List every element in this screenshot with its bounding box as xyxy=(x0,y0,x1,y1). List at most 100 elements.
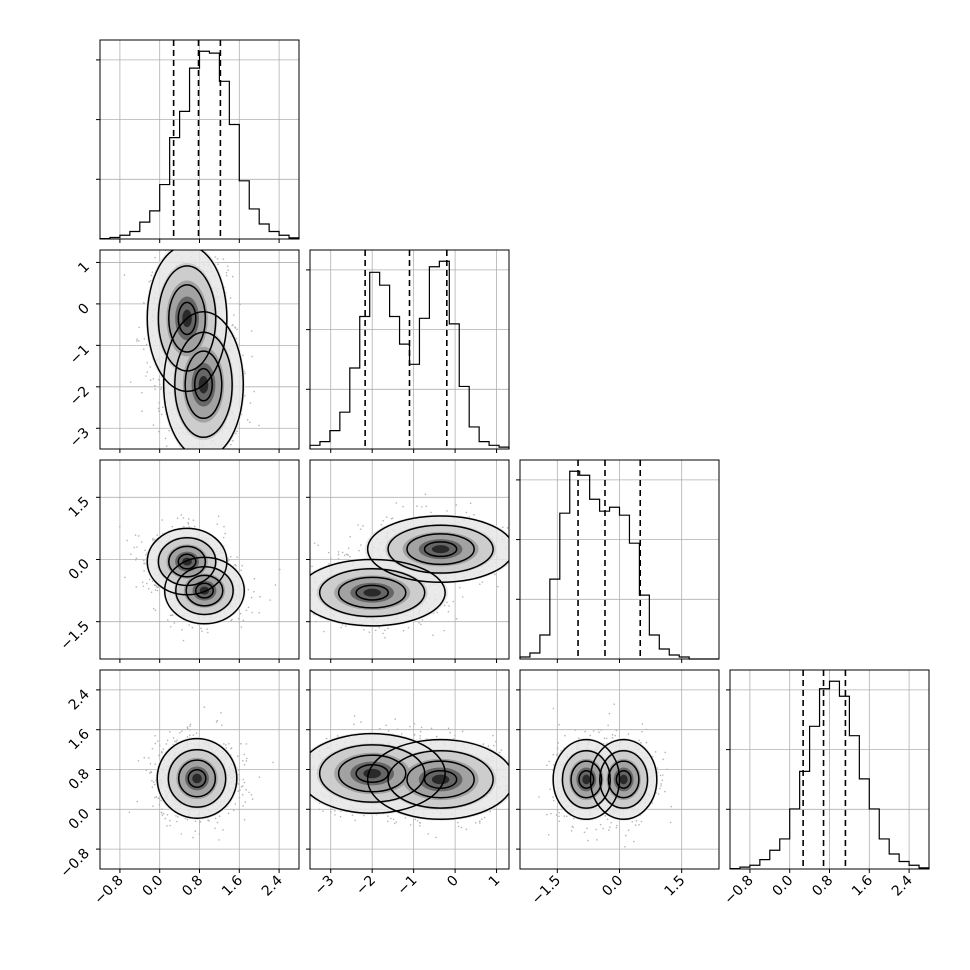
sample-point xyxy=(191,626,194,629)
sample-point xyxy=(294,569,296,571)
panel-frame-2-1 xyxy=(309,459,510,660)
sample-point xyxy=(487,745,490,747)
sample-point xyxy=(148,281,150,283)
sample-point xyxy=(142,559,145,562)
sample-point xyxy=(206,628,208,630)
sample-point xyxy=(149,762,152,765)
sample-point xyxy=(154,796,156,799)
sample-point xyxy=(416,505,418,507)
sample-point xyxy=(166,825,168,827)
sample-point xyxy=(145,769,148,772)
sample-point xyxy=(225,747,227,749)
sample-point xyxy=(184,461,186,463)
sample-point xyxy=(149,366,152,368)
sample-point xyxy=(216,523,219,526)
sample-point xyxy=(198,246,200,248)
sample-point xyxy=(214,827,216,830)
sample-point xyxy=(513,791,515,793)
sample-point xyxy=(182,517,185,519)
sample-point xyxy=(215,721,218,723)
sample-point xyxy=(236,451,238,453)
sample-point xyxy=(154,384,156,387)
sample-point xyxy=(334,810,336,812)
sample-point xyxy=(136,338,138,340)
sample-point xyxy=(200,627,202,630)
sample-point xyxy=(216,821,219,824)
sample-point xyxy=(158,754,161,756)
sample-point xyxy=(149,379,152,381)
sample-point xyxy=(300,579,302,581)
sample-point xyxy=(152,424,155,426)
sample-point xyxy=(154,735,156,737)
sample-point xyxy=(443,604,446,607)
sample-point xyxy=(180,833,183,835)
sample-point xyxy=(378,626,381,629)
sample-point xyxy=(198,833,201,835)
sample-point xyxy=(174,740,176,742)
sample-point xyxy=(154,388,156,390)
panel-2-0 xyxy=(118,514,281,642)
sample-point xyxy=(295,600,297,602)
sample-point xyxy=(308,560,310,562)
sample-point xyxy=(517,531,519,533)
sample-point xyxy=(217,453,219,455)
sample-point xyxy=(241,785,244,787)
sample-point xyxy=(395,502,398,504)
density-shade-4 xyxy=(192,773,202,784)
y-tick-label: −0.8 xyxy=(57,846,92,881)
sample-point xyxy=(419,737,421,740)
sample-point xyxy=(210,474,212,476)
sample-point xyxy=(275,607,277,609)
sample-point xyxy=(181,231,183,233)
sample-point xyxy=(390,517,393,520)
sample-point xyxy=(308,756,310,758)
panel-frame-2-0 xyxy=(99,459,300,660)
x-tick-label: 0.0 xyxy=(769,873,796,900)
sample-point xyxy=(513,512,515,514)
sample-point xyxy=(176,739,178,741)
sample-point xyxy=(446,601,448,604)
sample-point xyxy=(195,247,197,249)
sample-point xyxy=(244,801,247,803)
sample-point xyxy=(169,244,171,246)
sample-point xyxy=(518,763,520,765)
sample-point xyxy=(308,581,310,583)
panel-frame-1-1 xyxy=(309,249,510,450)
sample-point xyxy=(214,817,217,820)
sample-point xyxy=(158,744,161,747)
sample-point xyxy=(235,565,237,567)
sample-point xyxy=(393,822,396,825)
sample-point xyxy=(195,732,198,734)
sample-point xyxy=(151,747,154,750)
sample-point xyxy=(523,544,525,546)
contour-level-3 xyxy=(187,768,207,788)
sample-point xyxy=(413,723,416,725)
sample-point xyxy=(152,537,154,540)
sample-point xyxy=(154,763,156,765)
sample-point xyxy=(202,233,204,235)
contour-level-2 xyxy=(184,350,223,420)
contour-level-3 xyxy=(355,584,389,601)
contour-level-0 xyxy=(366,515,509,584)
panel-frame-2-2 xyxy=(519,459,720,660)
sample-point xyxy=(341,551,344,554)
sample-point xyxy=(206,471,208,473)
contour-level-2 xyxy=(177,759,217,798)
sample-point xyxy=(135,586,138,588)
sample-point xyxy=(337,551,340,553)
sample-point xyxy=(143,562,145,565)
sample-point xyxy=(244,372,246,375)
sample-point xyxy=(158,430,160,433)
sample-point xyxy=(315,620,317,623)
contour-level-3 xyxy=(194,582,214,599)
sample-point xyxy=(457,825,460,828)
sample-point xyxy=(152,607,155,610)
sample-point xyxy=(241,564,243,567)
sample-point xyxy=(313,542,316,545)
sample-point xyxy=(249,421,251,424)
sample-point xyxy=(511,814,513,816)
sample-point xyxy=(447,610,450,613)
sample-point xyxy=(223,525,225,528)
sample-point xyxy=(465,511,468,514)
